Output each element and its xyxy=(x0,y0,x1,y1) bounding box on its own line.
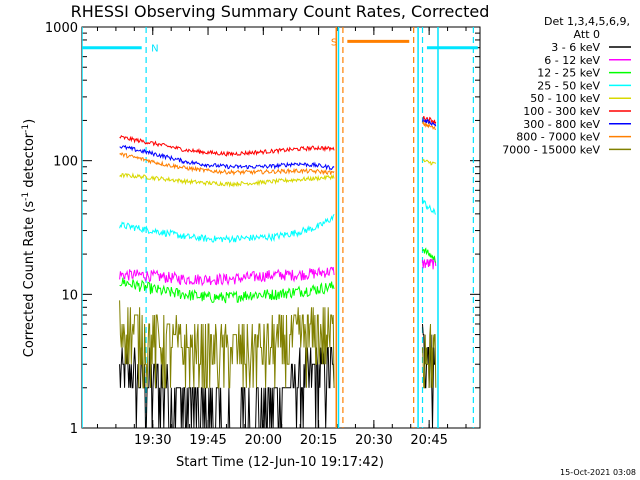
y-label-part-main: Corrected Count Rate (s xyxy=(22,201,37,358)
series-line xyxy=(422,120,436,130)
series-line xyxy=(422,158,437,166)
series-line xyxy=(119,144,335,171)
series-line xyxy=(119,266,335,287)
plot-frame xyxy=(81,26,481,429)
legend-label: 7000 - 15000 keV xyxy=(502,143,600,156)
series-3 xyxy=(119,199,437,244)
x-tick-label: 20:00 xyxy=(245,433,282,448)
series-line xyxy=(422,247,437,263)
x-tick-label: 19:30 xyxy=(134,433,171,448)
axis-ticks: 19:30 19:45 20:00 20:15 20:30 20:45 1 10 100 1000 xyxy=(45,21,480,448)
x-axis-label: Start Time (12-Jun-10 19:17:42) xyxy=(176,455,384,470)
series-line xyxy=(119,277,335,304)
series-2 xyxy=(119,247,437,304)
flag-label: S xyxy=(331,37,337,48)
x-tick-label: 20:15 xyxy=(300,433,337,448)
series-line xyxy=(119,134,335,157)
legend-label: 800 - 7000 keV xyxy=(516,131,600,144)
y-tick-label: 1 xyxy=(70,422,78,437)
series-8 xyxy=(119,300,437,389)
series-line xyxy=(119,152,335,176)
legend-label: 300 - 800 keV xyxy=(523,118,600,131)
series-5 xyxy=(119,115,437,157)
plot-timestamp: 15-Oct-2021 03:08 xyxy=(560,468,636,477)
plot-area: NS xyxy=(82,27,478,428)
legend-label: 100 - 300 keV xyxy=(523,105,600,118)
x-tick-label: 19:45 xyxy=(189,433,226,448)
series-line xyxy=(119,300,335,389)
chart-title: RHESSI Observing Summary Count Rates, Co… xyxy=(71,2,490,21)
series-line xyxy=(422,199,437,215)
y-label-part-end: ) xyxy=(22,119,37,124)
series-line xyxy=(119,172,335,188)
y-tick-label: 100 xyxy=(53,155,78,170)
y-label-sup1: -1 xyxy=(21,192,31,201)
legend-label: 50 - 100 keV xyxy=(530,92,600,105)
legend-label: 12 - 25 keV xyxy=(537,67,600,80)
series-1 xyxy=(119,256,437,287)
series-line xyxy=(422,115,437,126)
series-line xyxy=(119,213,335,244)
legend-label: 25 - 50 keV xyxy=(537,79,600,92)
x-tick-label: 20:45 xyxy=(410,433,447,448)
series-6 xyxy=(119,117,437,171)
series-line xyxy=(422,256,437,270)
legend-label: 3 - 6 keV xyxy=(551,41,600,54)
series-line xyxy=(422,323,437,389)
series-4 xyxy=(119,158,437,188)
y-label-sup2: -1 xyxy=(21,124,31,133)
y-tick-label: 1000 xyxy=(45,21,78,36)
y-tick-label: 10 xyxy=(61,288,78,303)
x-tick-label: 20:30 xyxy=(355,433,392,448)
y-axis-label: Corrected Count Rate (s-1 detector-1) xyxy=(21,119,37,357)
series-7 xyxy=(119,120,436,176)
y-label-part-mid: detector xyxy=(22,132,37,192)
flag-label: N xyxy=(151,44,158,55)
legend-header: Det 1,3,4,5,6,9, xyxy=(544,15,630,28)
legend-header-att: Att 0 xyxy=(574,28,600,41)
legend-label: 6 - 12 keV xyxy=(544,54,600,67)
y-axis-label-text: Corrected Count Rate (s-1 detector-1) xyxy=(21,119,37,357)
